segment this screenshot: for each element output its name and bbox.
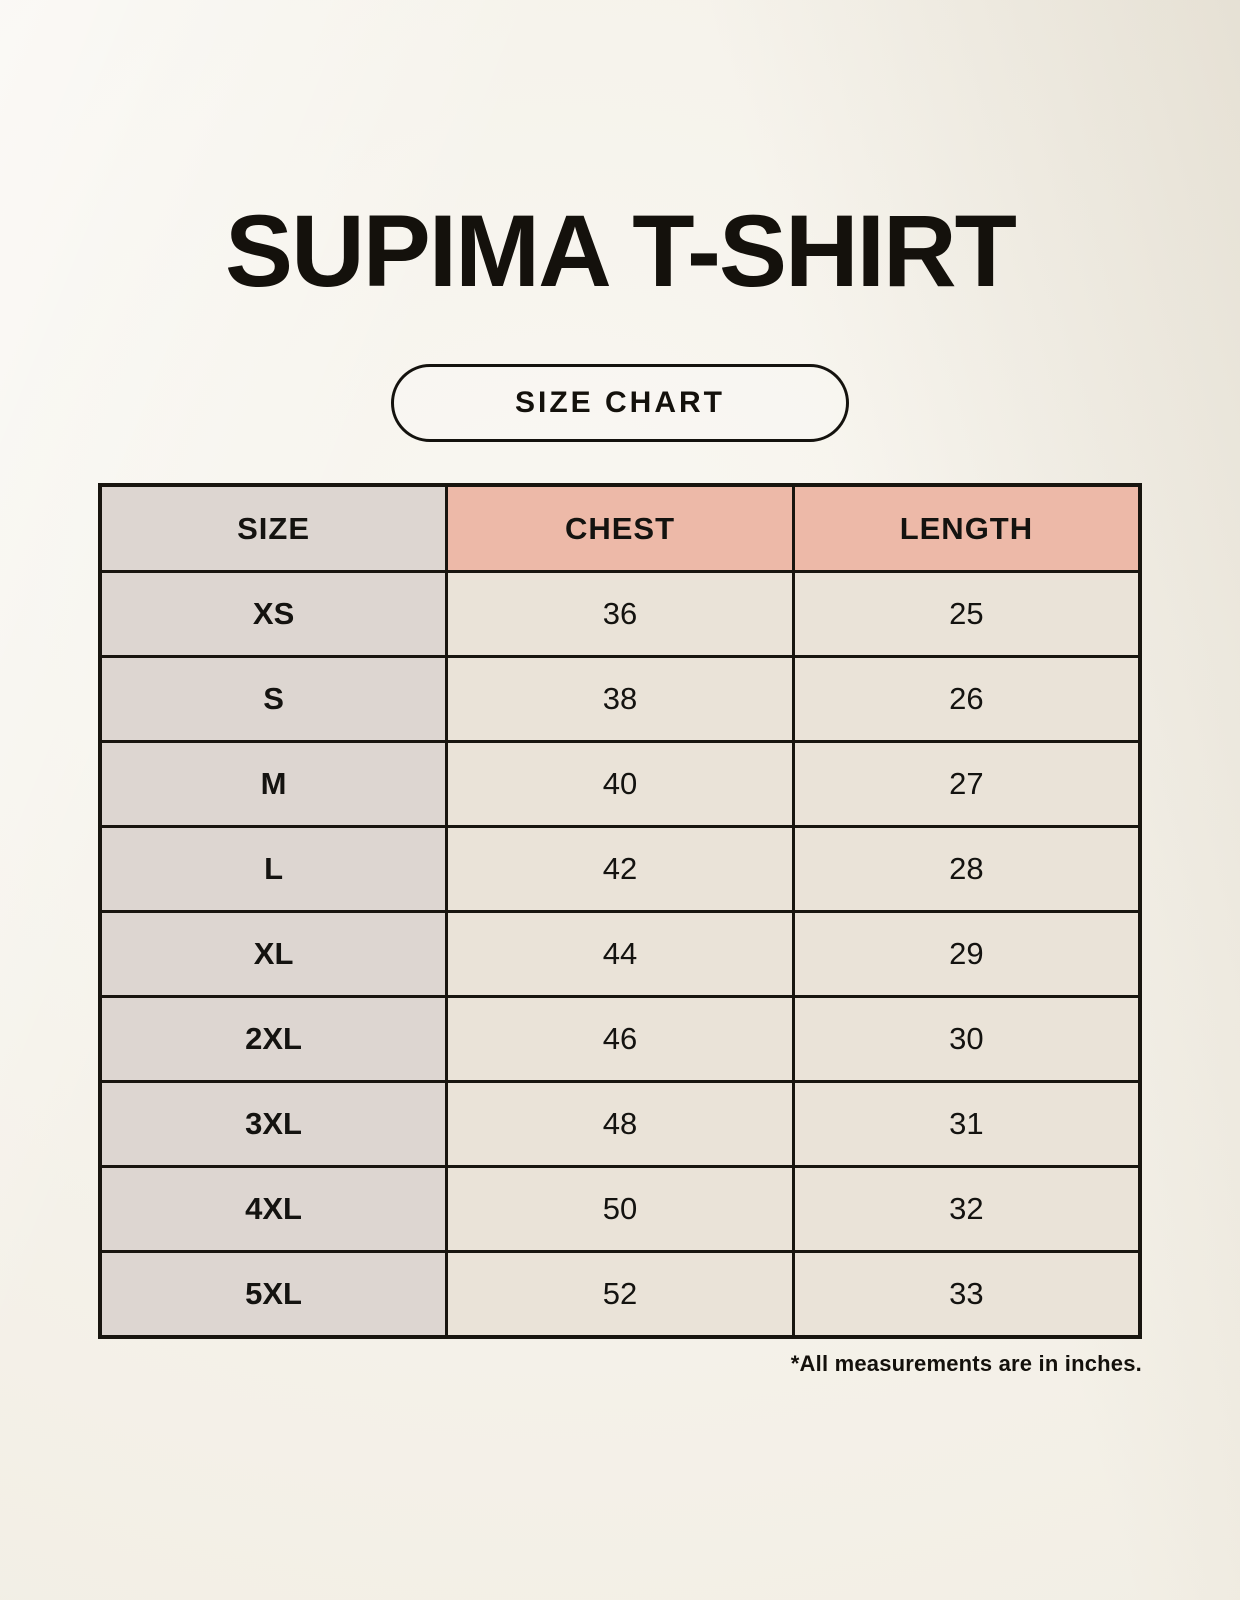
table-row: L 42 28 bbox=[98, 825, 1142, 913]
size-label: L bbox=[98, 825, 449, 913]
size-label: 4XL bbox=[98, 1165, 449, 1253]
column-header-chest: CHEST bbox=[445, 483, 795, 573]
length-value: 26 bbox=[791, 655, 1142, 743]
chest-value: 48 bbox=[445, 1080, 795, 1168]
length-value: 30 bbox=[791, 995, 1142, 1083]
length-value: 31 bbox=[791, 1080, 1142, 1168]
length-value: 29 bbox=[791, 910, 1142, 998]
chest-value: 42 bbox=[445, 825, 795, 913]
length-value: 33 bbox=[791, 1250, 1142, 1339]
length-value: 28 bbox=[791, 825, 1142, 913]
chest-value: 46 bbox=[445, 995, 795, 1083]
size-chart-badge: SIZE CHART bbox=[391, 364, 849, 442]
column-header-length: LENGTH bbox=[791, 483, 1142, 573]
size-label: 2XL bbox=[98, 995, 449, 1083]
length-value: 25 bbox=[791, 570, 1142, 658]
measurements-note: *All measurements are in inches. bbox=[790, 1351, 1142, 1376]
chest-value: 52 bbox=[445, 1250, 795, 1339]
table-header-row: SIZE CHEST LENGTH bbox=[98, 483, 1142, 573]
size-chart-badge-label: SIZE CHART bbox=[515, 386, 725, 419]
table-row: M 40 27 bbox=[98, 740, 1142, 828]
table-row: 4XL 50 32 bbox=[98, 1165, 1142, 1253]
length-value: 32 bbox=[791, 1165, 1142, 1253]
table-row: 2XL 46 30 bbox=[98, 995, 1142, 1083]
size-label: XL bbox=[98, 910, 449, 998]
chest-value: 44 bbox=[445, 910, 795, 998]
length-value: 27 bbox=[791, 740, 1142, 828]
size-label: 3XL bbox=[98, 1080, 449, 1168]
chest-value: 38 bbox=[445, 655, 795, 743]
table-row: S 38 26 bbox=[98, 655, 1142, 743]
column-header-size: SIZE bbox=[98, 483, 449, 573]
table-row: XL 44 29 bbox=[98, 910, 1142, 998]
size-label: 5XL bbox=[98, 1250, 449, 1339]
page-title: SUPIMA T-SHIRT bbox=[225, 194, 1017, 308]
chest-value: 40 bbox=[445, 740, 795, 828]
chest-value: 50 bbox=[445, 1165, 795, 1253]
size-label: XS bbox=[98, 570, 449, 658]
chest-value: 36 bbox=[445, 570, 795, 658]
size-chart-table: SIZE CHEST LENGTH XS 36 25 S 38 26 M bbox=[98, 483, 1142, 1339]
size-label: M bbox=[98, 740, 449, 828]
size-label: S bbox=[98, 655, 449, 743]
table-row: XS 36 25 bbox=[98, 570, 1142, 658]
table-row: 5XL 52 33 bbox=[98, 1250, 1142, 1339]
table-row: 3XL 48 31 bbox=[98, 1080, 1142, 1168]
